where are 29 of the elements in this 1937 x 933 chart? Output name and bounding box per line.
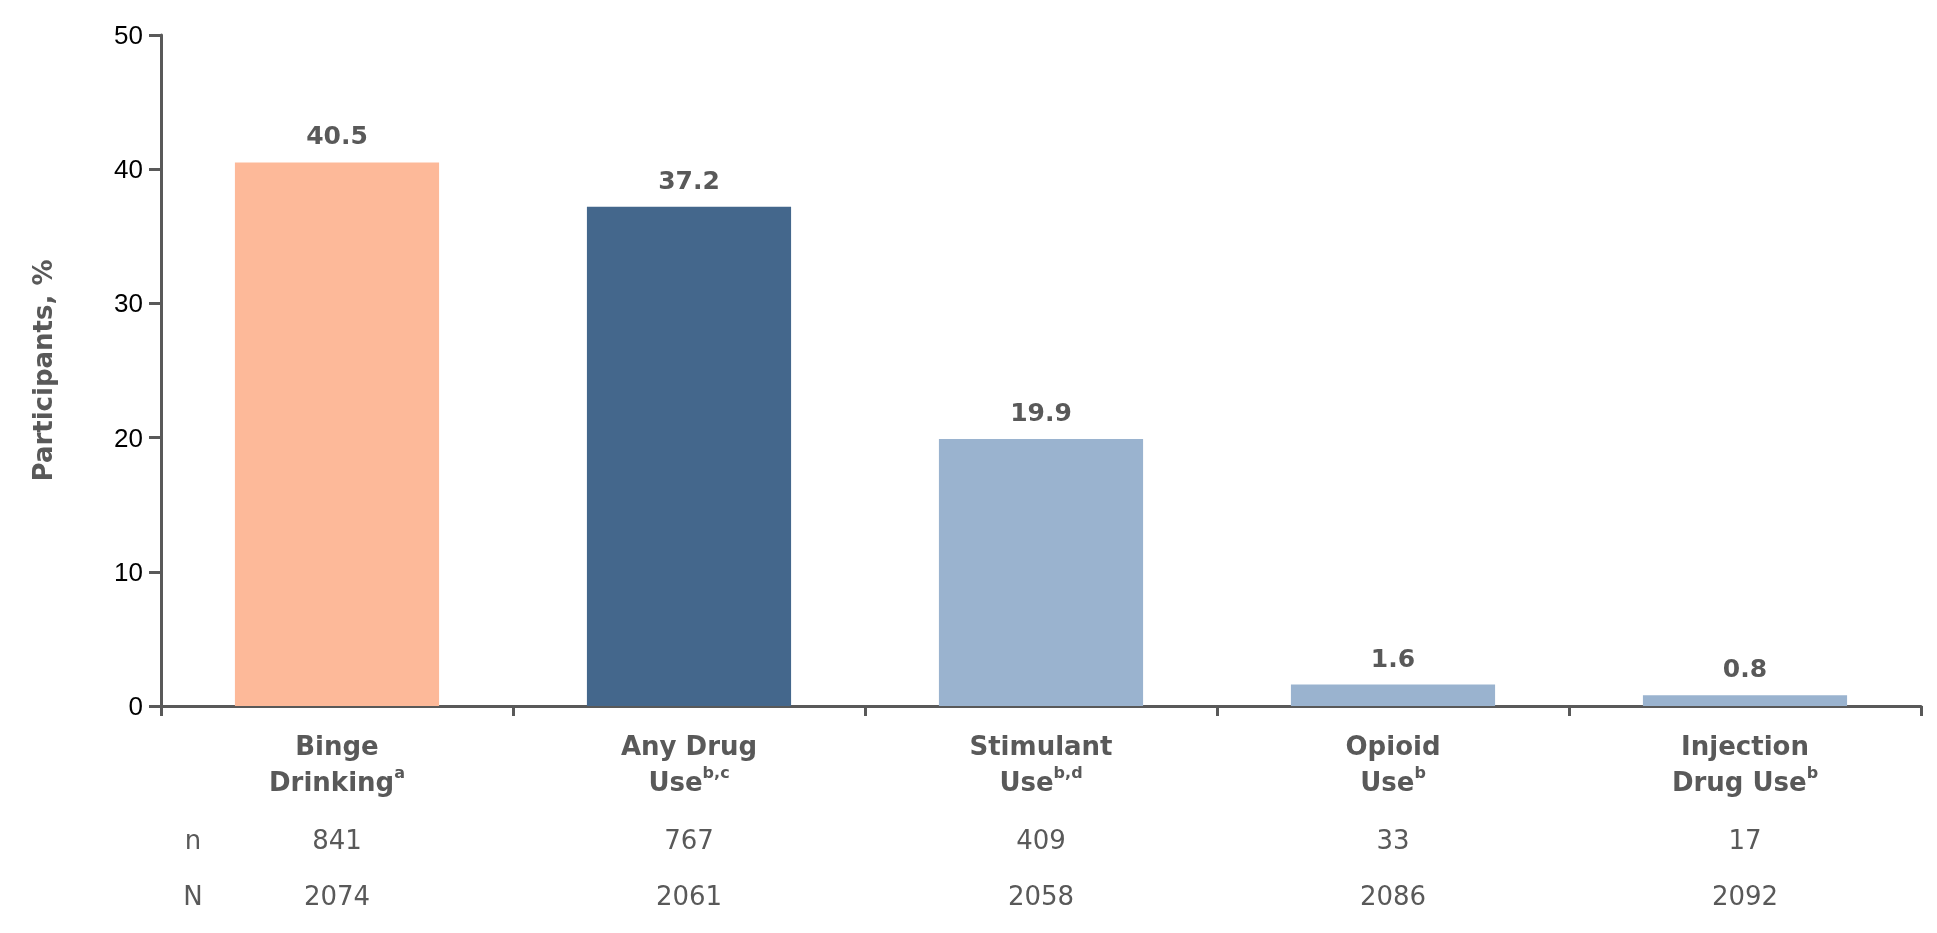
bar xyxy=(234,162,440,706)
data-label: 0.8 xyxy=(1722,654,1768,684)
data-label: 1.6 xyxy=(1370,643,1416,673)
text: 2092 xyxy=(1711,881,1779,911)
text: 841 xyxy=(312,825,362,855)
y-tick-label: 20 xyxy=(114,422,143,453)
text: 2058 xyxy=(1007,881,1075,911)
bar xyxy=(586,206,792,706)
y-axis-title: Participants, % xyxy=(28,259,58,482)
y-tick-label: 40 xyxy=(114,154,143,185)
text: 767 xyxy=(664,825,714,855)
y-tick-label: 0 xyxy=(128,691,143,721)
text: 2074 xyxy=(303,881,371,911)
y-tick-label: 30 xyxy=(114,288,143,319)
data-label: 37.2 xyxy=(658,165,720,195)
y-tick-label: 10 xyxy=(114,556,143,587)
bar xyxy=(1290,684,1496,706)
y-tick-label: 50 xyxy=(114,20,143,50)
text: 409 xyxy=(1016,825,1066,855)
bar xyxy=(938,438,1144,706)
text: n xyxy=(184,825,202,855)
text: 2061 xyxy=(655,881,723,911)
text: N xyxy=(183,881,203,911)
data-label: 40.5 xyxy=(306,121,368,151)
data-label: 19.9 xyxy=(1010,397,1072,427)
text: 2086 xyxy=(1359,881,1427,911)
bar xyxy=(1642,695,1848,706)
text: 33 xyxy=(1376,825,1410,855)
text: 17 xyxy=(1728,825,1762,855)
